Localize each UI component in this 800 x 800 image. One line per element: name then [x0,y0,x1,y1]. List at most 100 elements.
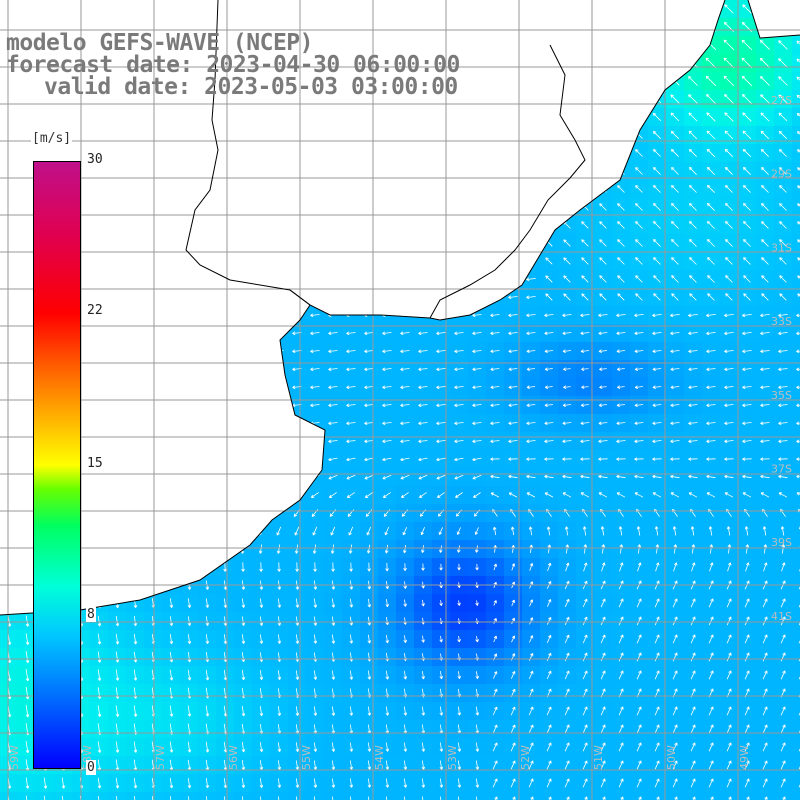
wind-arrow [403,742,408,752]
wind-arrow [454,385,464,390]
wind-arrow [526,277,536,282]
wind-arrow [508,367,518,371]
wind-arrow [526,367,536,371]
wind-arrow [763,544,768,554]
wind-arrow [690,706,696,716]
wind-arrow [688,112,698,122]
wind-arrow [780,742,786,752]
wind-arrow [295,562,299,572]
wind-arrow [706,349,716,354]
wind-arrow [295,670,300,680]
wind-arrow [760,421,770,426]
wind-arrow [294,526,300,536]
wind-arrow [708,778,714,788]
wind-arrow [313,706,318,716]
wind-arrow [706,492,716,498]
wind-arrow [385,742,390,752]
wind-arrow [277,796,280,800]
wind-arrow [619,562,624,572]
wind-arrow [457,706,462,716]
wind-arrow [708,616,714,626]
wind-arrow [706,367,716,372]
wind-arrow [602,796,606,800]
wind-arrow [796,403,800,408]
wind-arrow [25,633,30,645]
wind-arrow [530,796,534,800]
wind-arrow [528,526,533,536]
wind-arrow [25,777,30,789]
wind-arrow [328,403,338,408]
wind-arrow [672,616,678,626]
wind-arrow [723,57,735,69]
wind-arrow [259,778,264,788]
wind-arrow [564,598,570,608]
wind-arrow [743,221,751,229]
wind-arrow [638,796,642,800]
wind-arrow [472,474,482,480]
wind-speed-cell [792,216,800,235]
wind-arrow [364,367,374,372]
wind-arrow [580,474,590,479]
wind-arrow [97,615,102,627]
wind-arrow [636,760,642,770]
wind-arrow [796,421,800,426]
lon-label: 54W [373,745,386,770]
wind-arrow [331,634,336,644]
wind-arrow [382,385,392,390]
wind-arrow [564,742,570,752]
wind-speed-cell [792,414,800,433]
wind-arrow [581,293,589,301]
wind-arrow [436,439,446,444]
wind-arrow [796,331,800,336]
wind-arrow [635,203,643,211]
lat-label: 35S [771,389,792,402]
wind-arrow [563,367,571,371]
lon-label: 50W [665,745,678,770]
wind-arrow [744,706,750,716]
wind-arrow [472,457,482,462]
wind-arrow [529,599,534,607]
wind-arrow [330,526,336,536]
wind-arrow [97,741,102,753]
valid-date: valid date: 2023-05-03 03:00:00 [44,74,458,100]
wind-arrow [205,652,210,663]
wind-arrow [725,257,733,265]
wind-arrow [688,166,697,175]
wind-speed-cell [324,792,343,800]
wind-arrow [708,706,714,716]
wind-arrow [598,474,608,479]
wind-arrow [492,742,498,752]
wind-speed-cell [522,792,541,800]
wind-arrow [779,203,787,211]
wind-arrow [346,439,356,444]
wind-speed-cell [792,378,800,397]
wind-arrow [726,598,732,608]
wind-arrow [617,221,625,229]
wind-arrow [473,492,481,498]
wind-speed-cell [576,792,595,800]
wind-arrow [364,385,374,390]
wind-arrow [600,598,606,608]
wind-arrow [689,275,697,283]
wind-arrow [761,239,769,247]
wind-arrow [436,457,446,462]
wind-arrow [634,385,643,389]
wind-arrow [187,669,192,681]
wind-arrow [364,457,374,462]
wind-arrow [457,778,462,788]
wind-arrow [653,149,661,157]
wind-arrow [310,349,320,354]
wind-arrow [636,778,642,788]
wind-arrow [259,760,264,771]
wind-speed-cell [792,432,800,451]
wind-arrow [618,634,624,644]
wind-arrow [760,439,770,444]
wind-arrow [490,385,500,389]
wind-arrow [544,367,553,371]
wind-arrow [635,221,643,229]
wind-arrow [652,421,662,425]
wind-arrow [616,439,626,444]
wind-arrow [364,439,374,444]
wind-arrow [475,796,478,800]
